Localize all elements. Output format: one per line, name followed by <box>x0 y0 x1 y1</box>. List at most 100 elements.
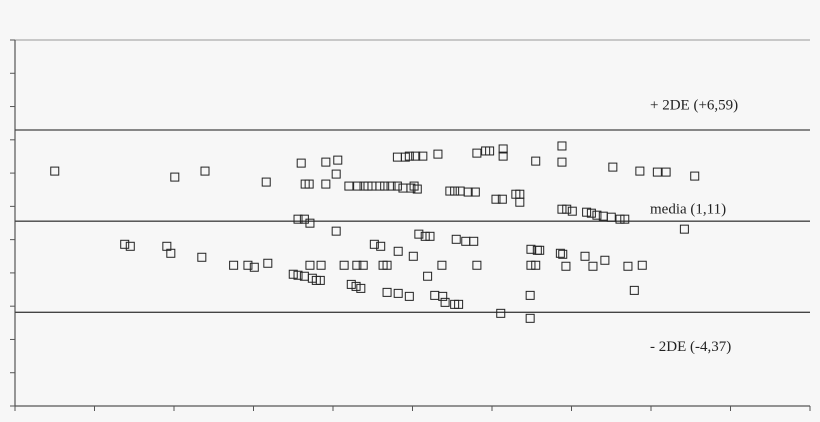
point <box>406 183 416 193</box>
point <box>445 186 455 196</box>
point <box>382 260 392 270</box>
point <box>380 181 390 191</box>
point <box>652 167 662 177</box>
point <box>386 181 396 191</box>
point <box>498 144 508 154</box>
point <box>409 181 419 191</box>
point <box>497 194 507 204</box>
point <box>305 218 315 228</box>
point <box>339 260 349 270</box>
point <box>661 167 671 177</box>
point <box>491 194 501 204</box>
point <box>356 283 366 293</box>
point <box>353 181 363 191</box>
point <box>197 252 207 262</box>
point <box>120 239 130 249</box>
point <box>333 155 343 165</box>
point <box>411 151 421 161</box>
point <box>304 179 314 189</box>
point <box>463 187 473 197</box>
point <box>608 162 618 172</box>
reference-label: - 2DE (-4,37) <box>650 339 731 355</box>
point <box>515 197 525 207</box>
point <box>567 206 577 216</box>
point <box>496 308 506 318</box>
point <box>525 290 535 300</box>
point <box>562 204 572 214</box>
point <box>344 181 354 191</box>
point <box>526 244 536 254</box>
point <box>393 288 403 298</box>
point <box>305 260 315 270</box>
point <box>331 169 341 179</box>
point <box>606 212 616 222</box>
reference-label: + 2DE (+6,59) <box>650 97 738 113</box>
point <box>558 249 568 259</box>
point <box>404 291 414 301</box>
point <box>620 214 630 224</box>
point <box>472 148 482 158</box>
point <box>531 156 541 166</box>
point <box>615 214 625 224</box>
point <box>438 291 448 301</box>
point <box>382 287 392 297</box>
point <box>635 166 645 176</box>
point <box>498 151 508 161</box>
point <box>485 146 495 156</box>
point <box>296 158 306 168</box>
reference-label: media (1,11) <box>650 202 726 218</box>
point <box>557 204 567 214</box>
point <box>555 248 565 258</box>
point <box>451 234 461 244</box>
point <box>586 208 596 218</box>
point <box>472 260 482 270</box>
point <box>315 275 325 285</box>
point <box>637 260 647 270</box>
point <box>358 260 368 270</box>
point <box>526 260 536 270</box>
point <box>408 251 418 261</box>
point <box>679 224 689 234</box>
point <box>629 285 639 295</box>
point <box>418 151 428 161</box>
point <box>582 207 592 217</box>
point <box>412 184 422 194</box>
point <box>393 246 403 256</box>
point <box>404 151 414 161</box>
point <box>557 141 567 151</box>
point <box>166 248 176 258</box>
point <box>200 166 210 176</box>
point <box>376 241 386 251</box>
point <box>561 261 571 271</box>
point <box>557 157 567 167</box>
point <box>580 251 590 261</box>
point <box>293 270 303 280</box>
point <box>50 166 60 176</box>
point <box>125 241 135 251</box>
point <box>392 181 402 191</box>
point <box>261 177 271 187</box>
point <box>535 245 545 255</box>
point <box>351 281 361 291</box>
point <box>369 239 379 249</box>
point <box>321 179 331 189</box>
point <box>690 171 700 181</box>
point <box>623 261 633 271</box>
point <box>288 269 298 279</box>
point <box>420 231 430 241</box>
point <box>592 210 602 220</box>
point <box>440 297 450 307</box>
point <box>243 260 253 270</box>
point <box>433 149 443 159</box>
point <box>600 255 610 265</box>
point <box>170 172 180 182</box>
point <box>437 260 447 270</box>
point <box>263 258 273 268</box>
point <box>352 260 362 270</box>
point <box>316 260 326 270</box>
point <box>425 231 435 241</box>
point <box>454 299 464 309</box>
point <box>346 279 356 289</box>
